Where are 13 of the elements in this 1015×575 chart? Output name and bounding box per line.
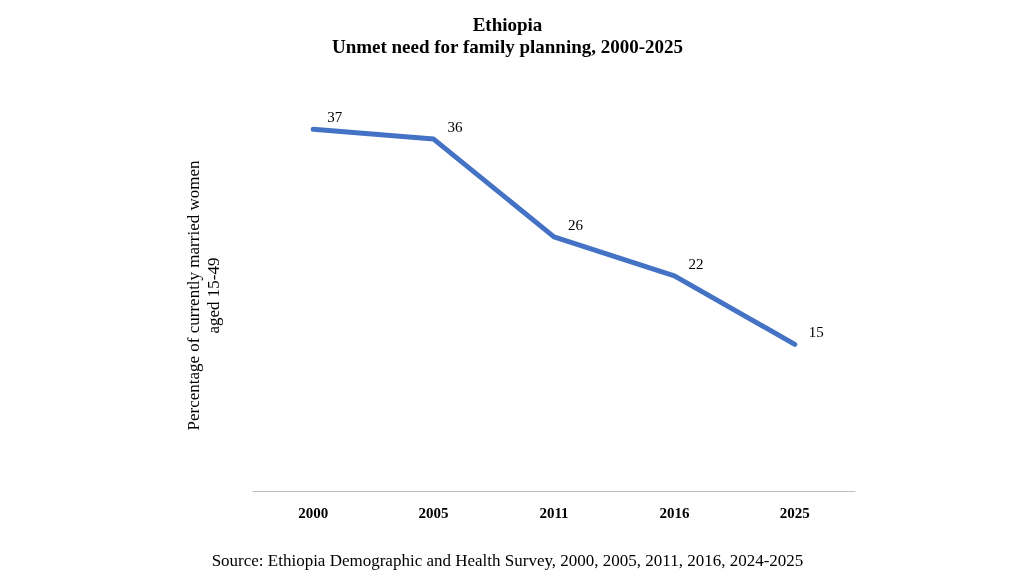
x-tick-label: 2005 [418, 504, 449, 521]
y-axis-title: Percentage of currently married women aged 15-49 [183, 160, 223, 431]
source-note: Source: Ethiopia Demographic and Health Survey, 2000, 2005, 2011, 2016, 2024-2025 [211, 551, 804, 570]
data-label: 22 [688, 255, 704, 272]
chart-title: Ethiopia Unmet need for family planning, 2000-2025 [331, 13, 684, 57]
data-label: 36 [447, 119, 464, 136]
data-label: 26 [568, 216, 584, 233]
x-tick-label: 2016 [659, 504, 690, 521]
x-tick-label: 2025 [779, 504, 810, 521]
data-label: 15 [808, 324, 824, 341]
x-tick-label: 2000 [298, 504, 329, 521]
x-tick-label: 2011 [539, 504, 569, 521]
data-label: 37 [327, 109, 343, 126]
